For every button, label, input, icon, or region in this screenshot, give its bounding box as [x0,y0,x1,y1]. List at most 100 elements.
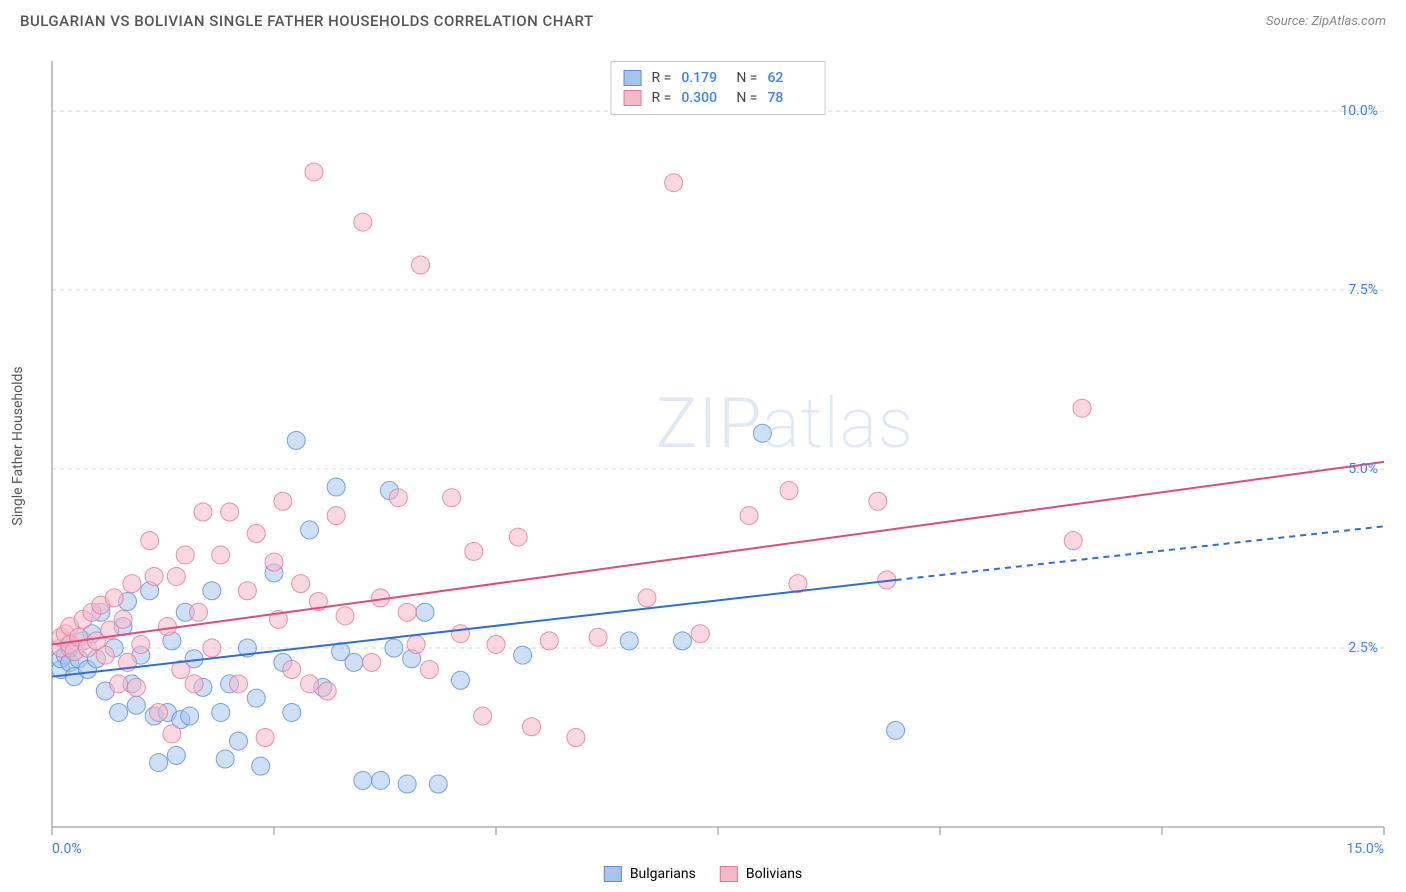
legend-n-value: 62 [767,70,812,86]
data-point [105,589,123,607]
y-axis-label: Single Father Households [10,366,26,525]
data-point [229,675,247,693]
data-point [292,575,310,593]
y-tick-label: 2.5% [1348,640,1378,656]
data-point [247,689,265,707]
trend-line [52,580,896,677]
data-point [203,582,221,600]
legend-series-label: Bolivians [746,866,802,882]
data-point [132,635,150,653]
data-point [123,575,141,593]
data-point [212,703,230,721]
data-point [372,771,390,789]
data-point [451,625,469,643]
data-point [336,607,354,625]
legend-swatch [720,866,738,882]
data-point [523,718,541,736]
data-point [110,675,128,693]
data-point [398,775,416,793]
data-point [221,503,239,521]
data-point [194,503,212,521]
legend-r-label: R = [652,90,672,106]
data-point [176,546,194,564]
legend-r-value: 0.300 [681,90,726,106]
chart-area: ZIPatlas R =0.179N =62R =0.300N =78 2.5%… [50,55,1386,857]
data-point [385,639,403,657]
data-point [301,521,319,539]
data-point [691,625,709,643]
chart-title: BULGARIAN VS BOLIVIAN SINGLE FATHER HOUS… [20,12,594,30]
x-tick-label: 15.0% [1346,841,1384,857]
data-point [216,750,234,768]
data-point [212,546,230,564]
data-point [567,729,585,747]
correlation-legend: R = 0.179 N = 62 R = 0.300 N = 78 [611,61,826,115]
data-point [301,675,319,693]
legend-series-item: Bulgarians [604,866,696,882]
data-point [141,532,159,550]
source-attribution: Source: ZipAtlas.com [1266,14,1386,29]
data-point [474,707,492,725]
legend-row: R = 0.179 N = 62 [624,68,813,88]
data-point [252,757,270,775]
data-point [443,489,461,507]
legend-n-label: N = [736,70,757,86]
data-point [283,703,301,721]
data-point [327,478,345,496]
data-point [354,213,372,231]
data-point [150,703,168,721]
y-tick-label: 7.5% [1348,282,1378,298]
data-point [398,603,416,621]
data-point [420,661,438,679]
data-point [638,589,656,607]
data-point [465,542,483,560]
data-point [416,603,434,621]
data-point [127,678,145,696]
trend-line-extrapolated [896,526,1384,580]
data-point [780,482,798,500]
scatter-chart [50,55,1386,857]
legend-swatch [604,866,622,882]
data-point [673,632,691,650]
y-tick-label: 10.0% [1340,103,1378,119]
legend-n-label: N = [736,90,757,106]
data-point [181,707,199,725]
data-point [167,567,185,585]
data-point [127,696,145,714]
legend-series-label: Bulgarians [630,866,696,882]
data-point [229,732,247,750]
data-point [238,582,256,600]
data-point [514,646,532,664]
data-point [247,524,265,542]
data-point [740,507,758,525]
data-point [305,163,323,181]
legend-r-label: R = [652,70,672,86]
data-point [620,632,638,650]
series-legend: Bulgarians Bolivians [604,866,802,882]
data-point [283,661,301,679]
data-point [185,675,203,693]
legend-swatch [624,70,642,86]
legend-r-value: 0.179 [681,70,726,86]
data-point [451,671,469,689]
data-point [345,653,363,671]
data-point [753,424,771,442]
data-point [190,603,208,621]
data-point [412,256,430,274]
data-point [389,489,407,507]
data-point [318,682,336,700]
trend-line [52,462,1384,645]
data-point [145,567,163,585]
data-point [158,618,176,636]
data-point [589,628,607,646]
data-point [429,775,447,793]
data-point [363,653,381,671]
legend-swatch [624,90,642,106]
data-point [540,632,558,650]
data-point [203,639,221,657]
legend-n-value: 78 [767,90,812,106]
data-point [287,431,305,449]
legend-row: R = 0.300 N = 78 [624,88,813,108]
data-point [327,507,345,525]
data-point [1064,532,1082,550]
